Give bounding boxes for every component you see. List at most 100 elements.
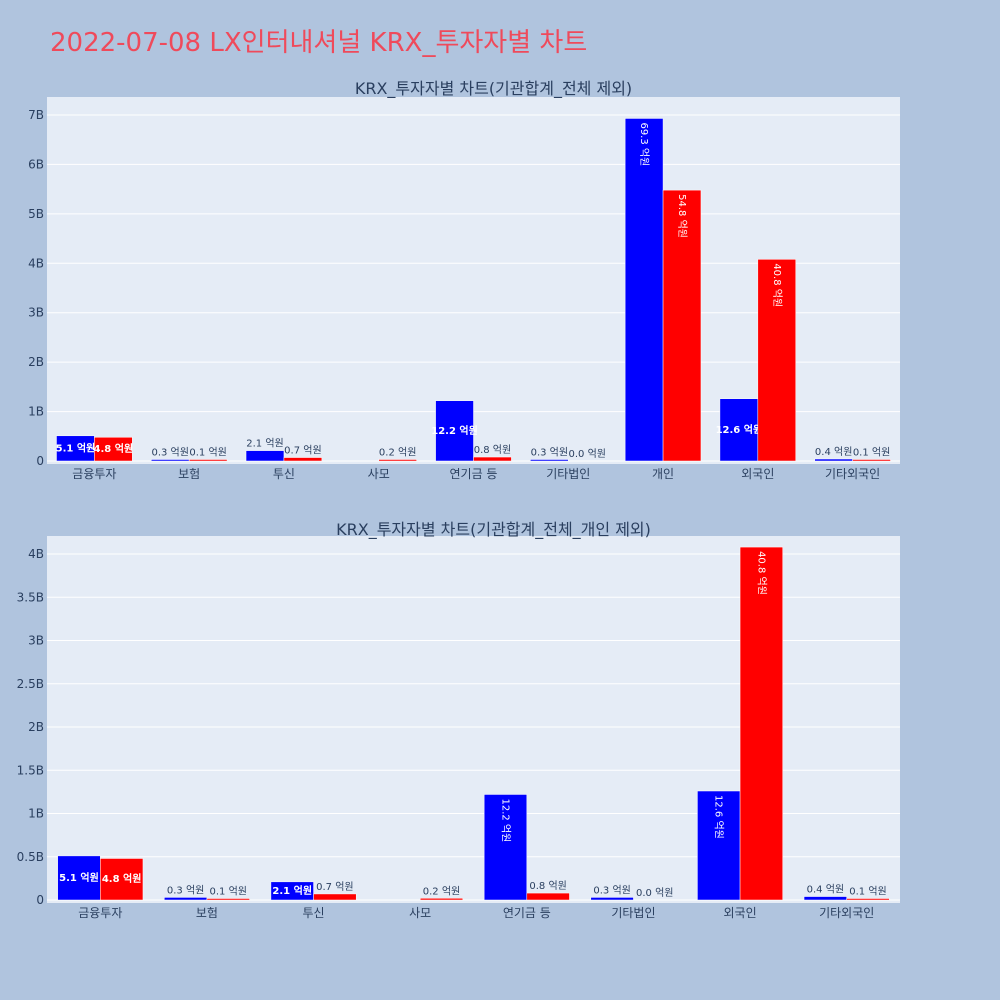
bar-label: 12.6 억원 bbox=[713, 795, 725, 839]
x-tick-label: 투신 bbox=[303, 906, 325, 920]
bar-label: 54.8 억원 bbox=[676, 194, 688, 238]
x-tick-label: 투신 bbox=[273, 467, 295, 481]
x-tick-label: 연기금 등 bbox=[503, 906, 551, 920]
x-tick-label: 개인 bbox=[652, 467, 674, 481]
bar bbox=[526, 892, 570, 901]
x-tick-label: 사모 bbox=[409, 906, 431, 920]
bar-label: 0.8 억원 bbox=[474, 444, 511, 456]
bar bbox=[739, 546, 783, 901]
y-tick-label: 3B bbox=[28, 634, 44, 648]
bar-label: 0.4 억원 bbox=[807, 884, 844, 896]
y-tick-label: 0 bbox=[36, 454, 44, 468]
bar-label: 2.1 억원 bbox=[246, 438, 283, 450]
bar-label: 0.2 억원 bbox=[379, 447, 416, 459]
bar bbox=[151, 459, 190, 462]
y-tick-label: 0.5B bbox=[17, 850, 44, 864]
x-tick-label: 기타외국인 bbox=[819, 906, 874, 920]
chart-title: KRX_투자자별 차트(기관합계_전체_개인 제외) bbox=[336, 520, 651, 540]
bar bbox=[757, 259, 796, 462]
x-tick-label: 외국인 bbox=[724, 906, 757, 920]
bar-label: 40.8 억원 bbox=[771, 263, 783, 307]
chart-title: KRX_투자자별 차트(기관합계_전체 제외) bbox=[355, 79, 632, 99]
chart-bottom: KRX_투자자별 차트(기관합계_전체_개인 제외) 0 0.5B 1B 1.5B 2B 2… bbox=[17, 520, 900, 920]
bar-label: 0.7 억원 bbox=[284, 445, 321, 457]
x-tick-label: 기타법인 bbox=[611, 906, 655, 920]
x-tick-label: 기타외국인 bbox=[825, 467, 880, 481]
bar bbox=[473, 456, 512, 462]
y-tick-label: 3B bbox=[28, 306, 44, 320]
bar bbox=[852, 459, 891, 462]
bar-label: 4.8 억원 bbox=[94, 442, 134, 455]
chart-top: KRX_투자자별 차트(기관합계_전체 제외) 0 1B 2B 3B 4B 5B 6B 7B 금융… bbox=[28, 79, 900, 481]
y-tick-label: 2B bbox=[28, 720, 44, 734]
bar-label: 0.3 억원 bbox=[151, 447, 188, 459]
bar bbox=[100, 858, 144, 901]
bar-label: 0.0 억원 bbox=[568, 448, 605, 460]
bar bbox=[530, 459, 569, 462]
x-tick-label: 금융투자 bbox=[78, 906, 122, 920]
y-tick-label: 6B bbox=[28, 157, 44, 171]
bar-label: 12.2 억원 bbox=[431, 424, 478, 437]
bar bbox=[483, 794, 528, 901]
bar bbox=[803, 896, 847, 901]
bar bbox=[283, 457, 323, 462]
bar-label: 0.1 억원 bbox=[849, 886, 886, 898]
main-title: 2022-07-08 LX인터내셔널 KRX_투자자별 차트 bbox=[50, 28, 588, 58]
bar-label: 0.1 억원 bbox=[189, 447, 226, 459]
bar bbox=[206, 898, 250, 901]
bar-label: 0.7 억원 bbox=[316, 881, 353, 893]
y-tick-label: 3.5B bbox=[17, 590, 44, 604]
bar-label: 0.3 억원 bbox=[167, 884, 204, 896]
x-tick-label: 사모 bbox=[368, 467, 390, 481]
x-tick-label: 외국인 bbox=[741, 467, 774, 481]
y-tick-label: 1.5B bbox=[17, 763, 44, 777]
bar-label: 2.1 억원 bbox=[272, 884, 312, 897]
bar bbox=[814, 458, 853, 462]
bar bbox=[56, 435, 95, 462]
bar-label: 0.0 억원 bbox=[636, 887, 673, 899]
x-tick-label: 보험 bbox=[196, 906, 218, 920]
bar-label: 12.6 억원 bbox=[716, 423, 763, 436]
bar-label: 5.1 억원 bbox=[56, 441, 96, 454]
y-tick-label: 2.5B bbox=[17, 677, 44, 691]
bar bbox=[313, 893, 357, 901]
x-tick-label: 보험 bbox=[178, 467, 200, 481]
bar bbox=[57, 855, 101, 901]
bar bbox=[94, 437, 133, 462]
bar bbox=[164, 897, 208, 901]
bar-label: 4.8 억원 bbox=[102, 872, 142, 885]
bar-label: 0.8 억원 bbox=[529, 880, 566, 892]
bar bbox=[435, 400, 474, 462]
bar bbox=[590, 897, 634, 901]
y-tick-label: 7B bbox=[28, 108, 44, 122]
y-tick-label: 2B bbox=[28, 355, 44, 369]
bar bbox=[188, 459, 228, 462]
bar bbox=[846, 898, 890, 901]
y-tick-label: 4B bbox=[28, 256, 44, 270]
bar bbox=[697, 790, 741, 901]
y-tick-label: 5B bbox=[28, 207, 44, 221]
x-tick-label: 기타법인 bbox=[546, 467, 590, 481]
bar bbox=[245, 450, 285, 462]
bar-label: 40.8 억원 bbox=[755, 551, 767, 595]
bar-label: 69.3 억원 bbox=[638, 122, 650, 166]
bar bbox=[378, 459, 417, 462]
y-tick-label: 4B bbox=[28, 547, 44, 561]
bar-label: 0.3 억원 bbox=[593, 884, 630, 896]
y-tick-label: 0 bbox=[36, 893, 44, 907]
y-tick-label: 1B bbox=[28, 405, 44, 419]
bar bbox=[270, 881, 314, 901]
bar bbox=[419, 898, 464, 901]
bar bbox=[662, 189, 702, 462]
x-tick-label: 연기금 등 bbox=[450, 467, 498, 481]
bar-label: 5.1 억원 bbox=[59, 871, 99, 884]
bar-label: 0.1 억원 bbox=[853, 447, 890, 459]
bar-label: 0.1 억원 bbox=[210, 886, 247, 898]
y-tick-label: 1B bbox=[28, 807, 44, 821]
bar-label: 0.2 억원 bbox=[423, 885, 460, 897]
bar bbox=[624, 118, 664, 462]
bar-label: 0.4 억원 bbox=[815, 446, 852, 458]
x-tick-label: 금융투자 bbox=[72, 467, 116, 481]
bar-label: 0.3 억원 bbox=[531, 447, 568, 459]
